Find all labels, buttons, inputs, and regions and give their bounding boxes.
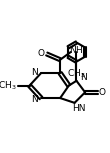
Text: N: N — [80, 73, 87, 82]
Text: O: O — [38, 49, 45, 58]
Text: CH$_3$: CH$_3$ — [67, 68, 86, 80]
Text: N: N — [31, 68, 38, 77]
Text: CH$_3$: CH$_3$ — [0, 79, 17, 92]
Text: N: N — [31, 95, 38, 104]
Text: O: O — [99, 88, 106, 97]
Text: HN: HN — [72, 104, 85, 113]
Text: NH$_2$: NH$_2$ — [69, 45, 88, 57]
